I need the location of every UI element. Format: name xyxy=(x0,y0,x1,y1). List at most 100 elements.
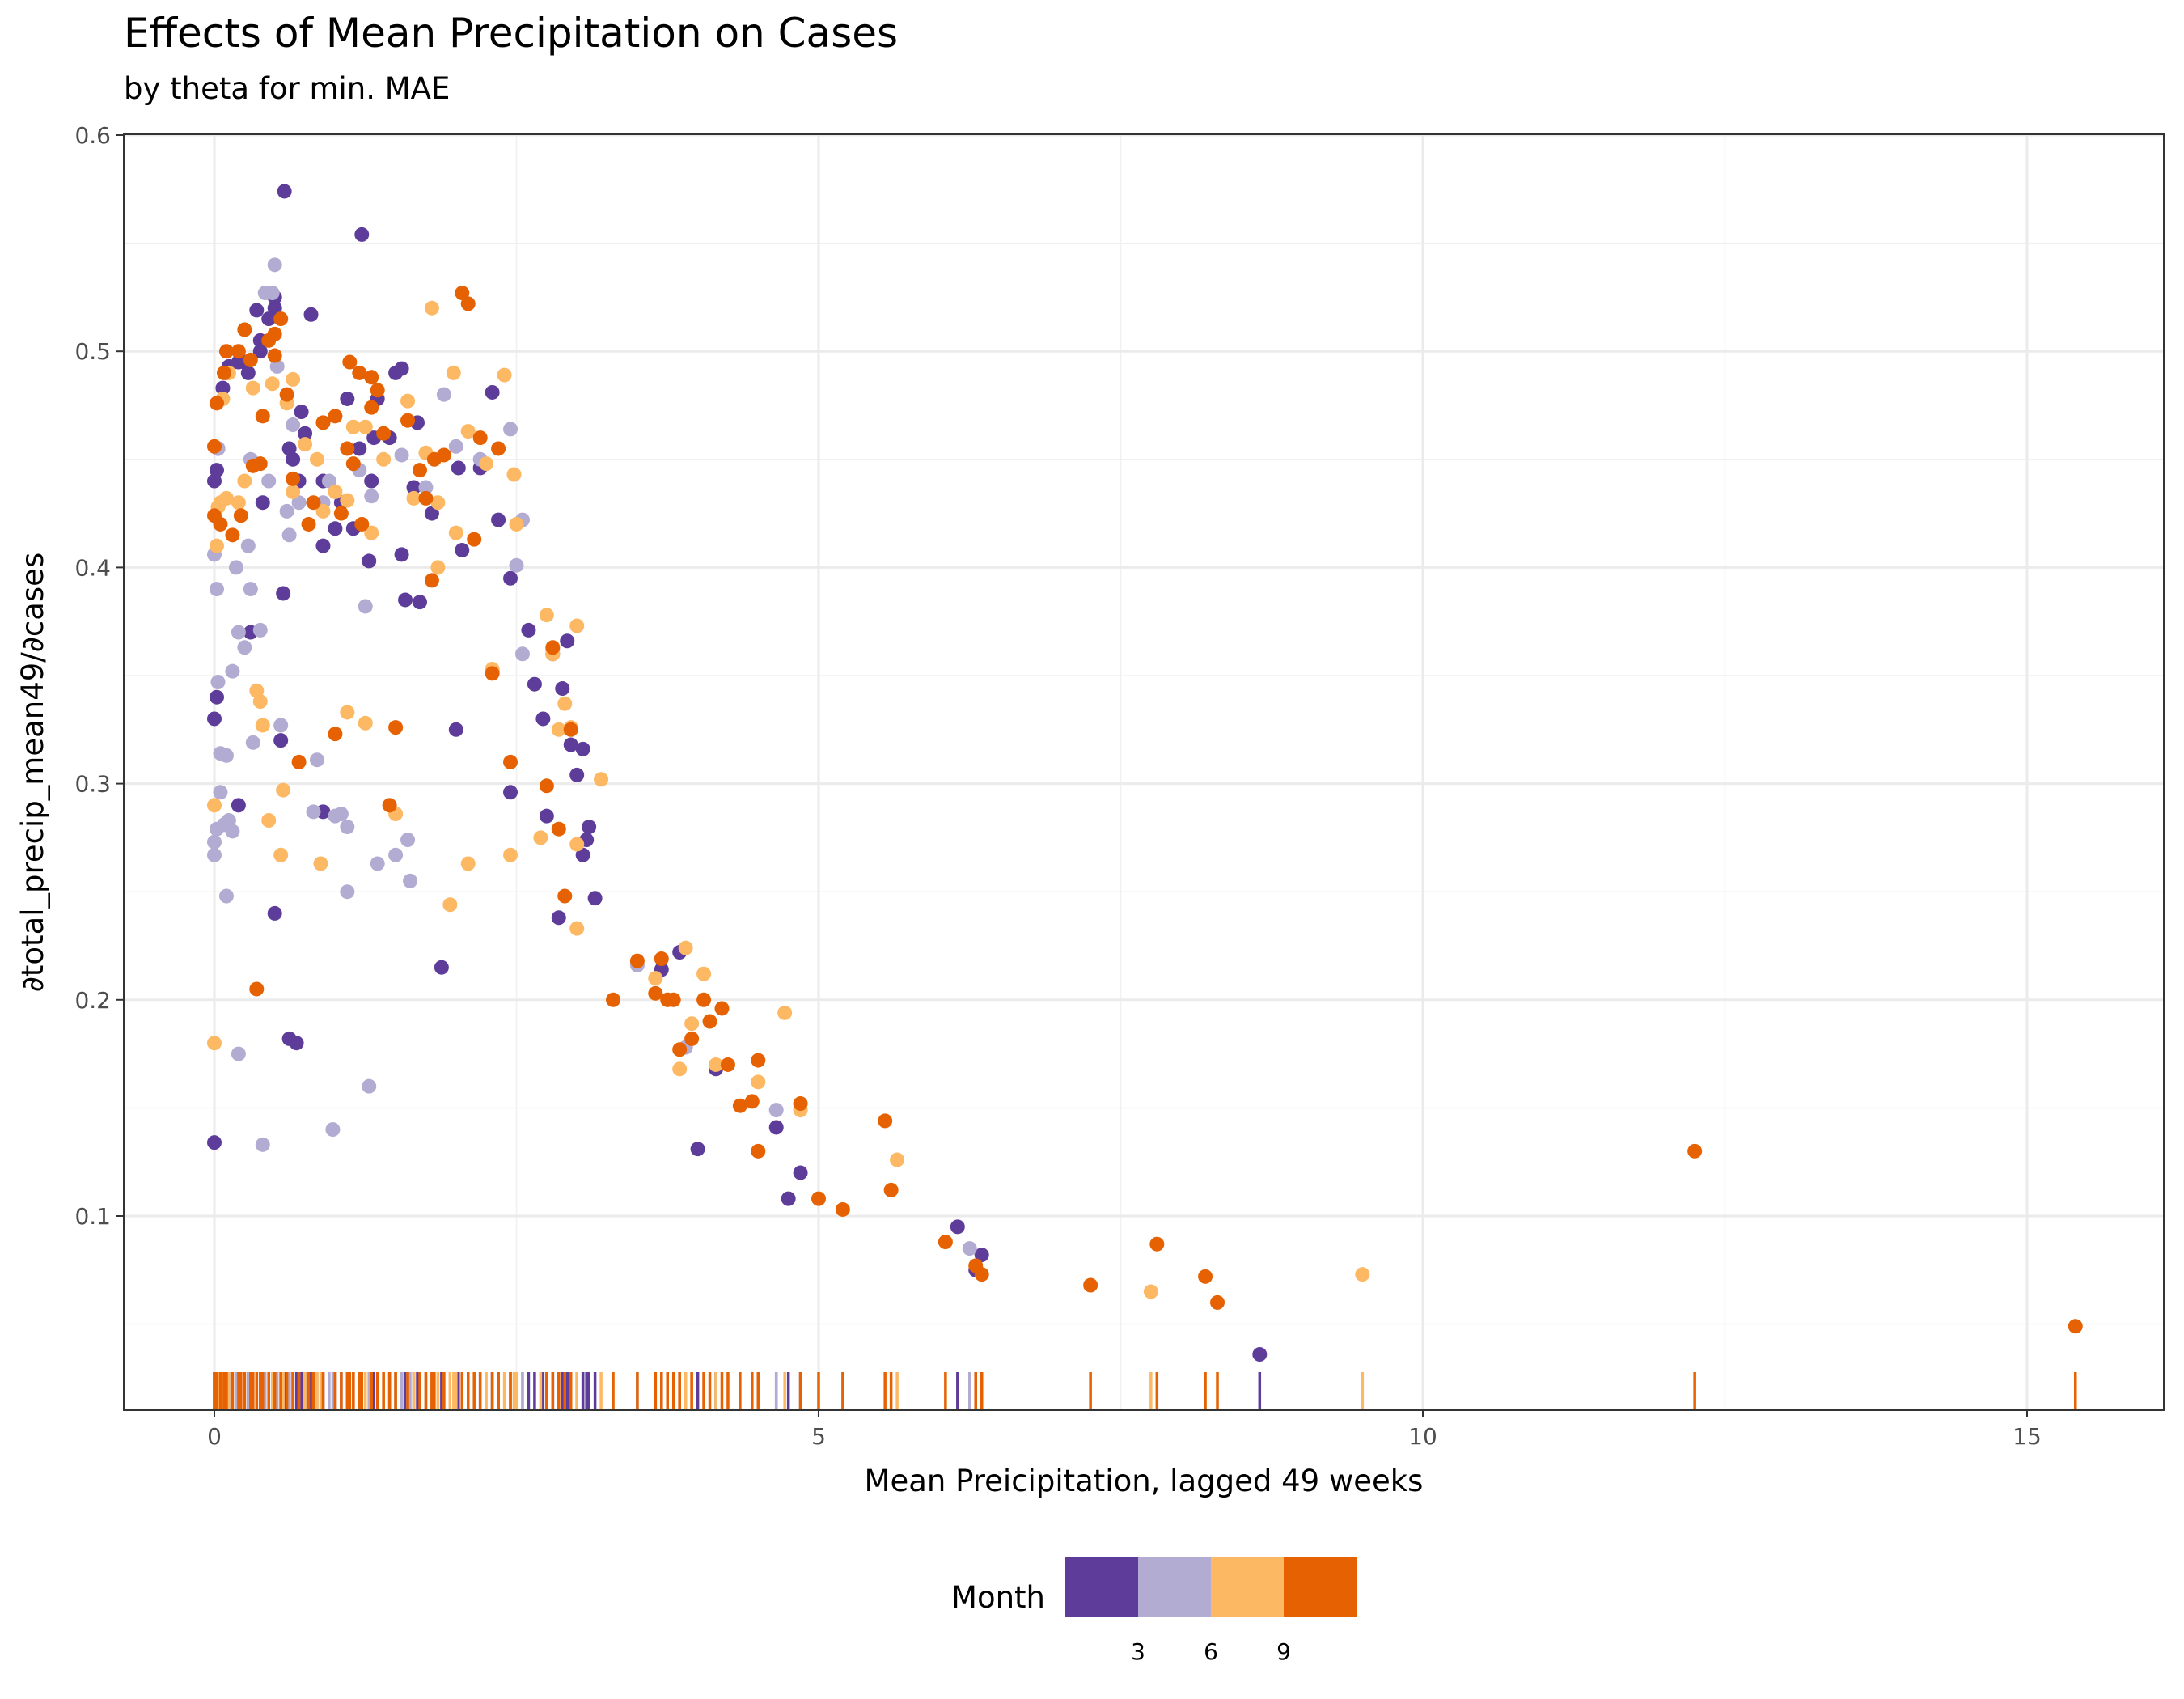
data-point xyxy=(1687,1143,1703,1159)
data-point xyxy=(362,553,377,569)
data-point xyxy=(569,618,585,633)
data-point xyxy=(406,490,421,506)
data-point xyxy=(974,1267,989,1282)
data-point xyxy=(551,821,566,837)
data-point xyxy=(684,1031,700,1046)
data-point xyxy=(744,1094,760,1109)
data-point xyxy=(1210,1294,1225,1310)
x-axis-ticks: 0 5 10 15 xyxy=(207,1410,2042,1450)
data-point xyxy=(514,646,530,662)
data-point xyxy=(340,441,355,456)
legend: Month 3 6 9 xyxy=(951,1557,1357,1665)
data-point xyxy=(563,737,578,752)
data-point xyxy=(243,352,258,367)
y-tick-label: 0.1 xyxy=(74,1203,111,1230)
data-point xyxy=(231,625,246,640)
data-point xyxy=(503,570,518,586)
data-point xyxy=(448,525,463,540)
legend-title: Month xyxy=(951,1580,1045,1615)
data-point xyxy=(273,733,289,748)
data-point xyxy=(684,1016,700,1032)
y-tick-label: 0.2 xyxy=(74,987,111,1014)
legend-label: 3 xyxy=(1131,1638,1145,1665)
data-point xyxy=(252,344,268,359)
data-point xyxy=(231,1046,246,1061)
data-point xyxy=(225,527,240,543)
panel-border xyxy=(123,133,2165,1411)
data-point xyxy=(286,451,301,467)
data-point xyxy=(218,888,234,904)
data-point xyxy=(430,495,446,511)
data-point xyxy=(207,847,222,862)
data-point xyxy=(835,1201,850,1217)
data-point xyxy=(252,622,268,638)
data-point xyxy=(273,847,289,862)
data-point xyxy=(315,415,331,430)
data-point xyxy=(878,1113,893,1129)
data-point xyxy=(276,586,291,601)
data-point xyxy=(277,184,292,199)
data-point xyxy=(207,1135,222,1150)
y-tick-label: 0.6 xyxy=(74,122,111,149)
data-point xyxy=(364,473,379,489)
data-point xyxy=(436,387,451,402)
data-point xyxy=(560,633,575,649)
data-point xyxy=(412,463,427,478)
data-point xyxy=(2068,1319,2083,1334)
data-point xyxy=(376,451,392,467)
data-point xyxy=(237,640,252,655)
data-point xyxy=(321,473,336,489)
data-point xyxy=(533,830,548,845)
x-tick-label: 0 xyxy=(207,1423,222,1450)
data-point xyxy=(1198,1269,1213,1284)
data-point xyxy=(376,426,392,441)
data-point xyxy=(218,490,234,506)
data-point xyxy=(228,560,243,575)
data-point xyxy=(551,722,566,737)
legend-label: 9 xyxy=(1276,1638,1291,1665)
data-point xyxy=(539,808,554,824)
data-point xyxy=(218,344,234,359)
data-point xyxy=(557,696,573,711)
data-point xyxy=(231,798,246,813)
data-point xyxy=(672,1061,688,1077)
data-point xyxy=(267,300,282,316)
data-point xyxy=(557,888,573,904)
data-point xyxy=(388,847,404,862)
data-point xyxy=(793,1096,808,1112)
data-point xyxy=(225,663,240,679)
data-point xyxy=(298,426,313,441)
data-point xyxy=(370,383,385,398)
data-point xyxy=(479,456,494,472)
data-point xyxy=(751,1143,766,1159)
data-point xyxy=(291,754,307,769)
data-point xyxy=(340,705,355,720)
data-point xyxy=(231,495,246,511)
data-point xyxy=(394,361,409,376)
data-point xyxy=(209,689,224,705)
data-point xyxy=(352,365,367,380)
data-point xyxy=(974,1248,989,1263)
data-point xyxy=(575,847,590,862)
data-point xyxy=(209,538,224,553)
data-point xyxy=(309,752,324,768)
data-point xyxy=(472,430,488,446)
data-point xyxy=(551,910,566,926)
data-point xyxy=(333,807,349,822)
data-point xyxy=(388,720,404,735)
y-tick-label: 0.5 xyxy=(74,338,111,365)
data-point xyxy=(315,503,331,519)
data-point xyxy=(406,480,421,495)
data-point xyxy=(207,711,222,727)
data-point xyxy=(648,985,663,1001)
data-point xyxy=(342,354,358,370)
data-point xyxy=(672,1042,688,1057)
data-point xyxy=(714,1001,730,1016)
data-point xyxy=(455,286,470,301)
data-point xyxy=(306,804,321,820)
data-point xyxy=(328,484,343,499)
data-point xyxy=(503,422,518,437)
data-point xyxy=(261,311,277,327)
data-point xyxy=(442,897,458,913)
data-point xyxy=(231,344,246,359)
